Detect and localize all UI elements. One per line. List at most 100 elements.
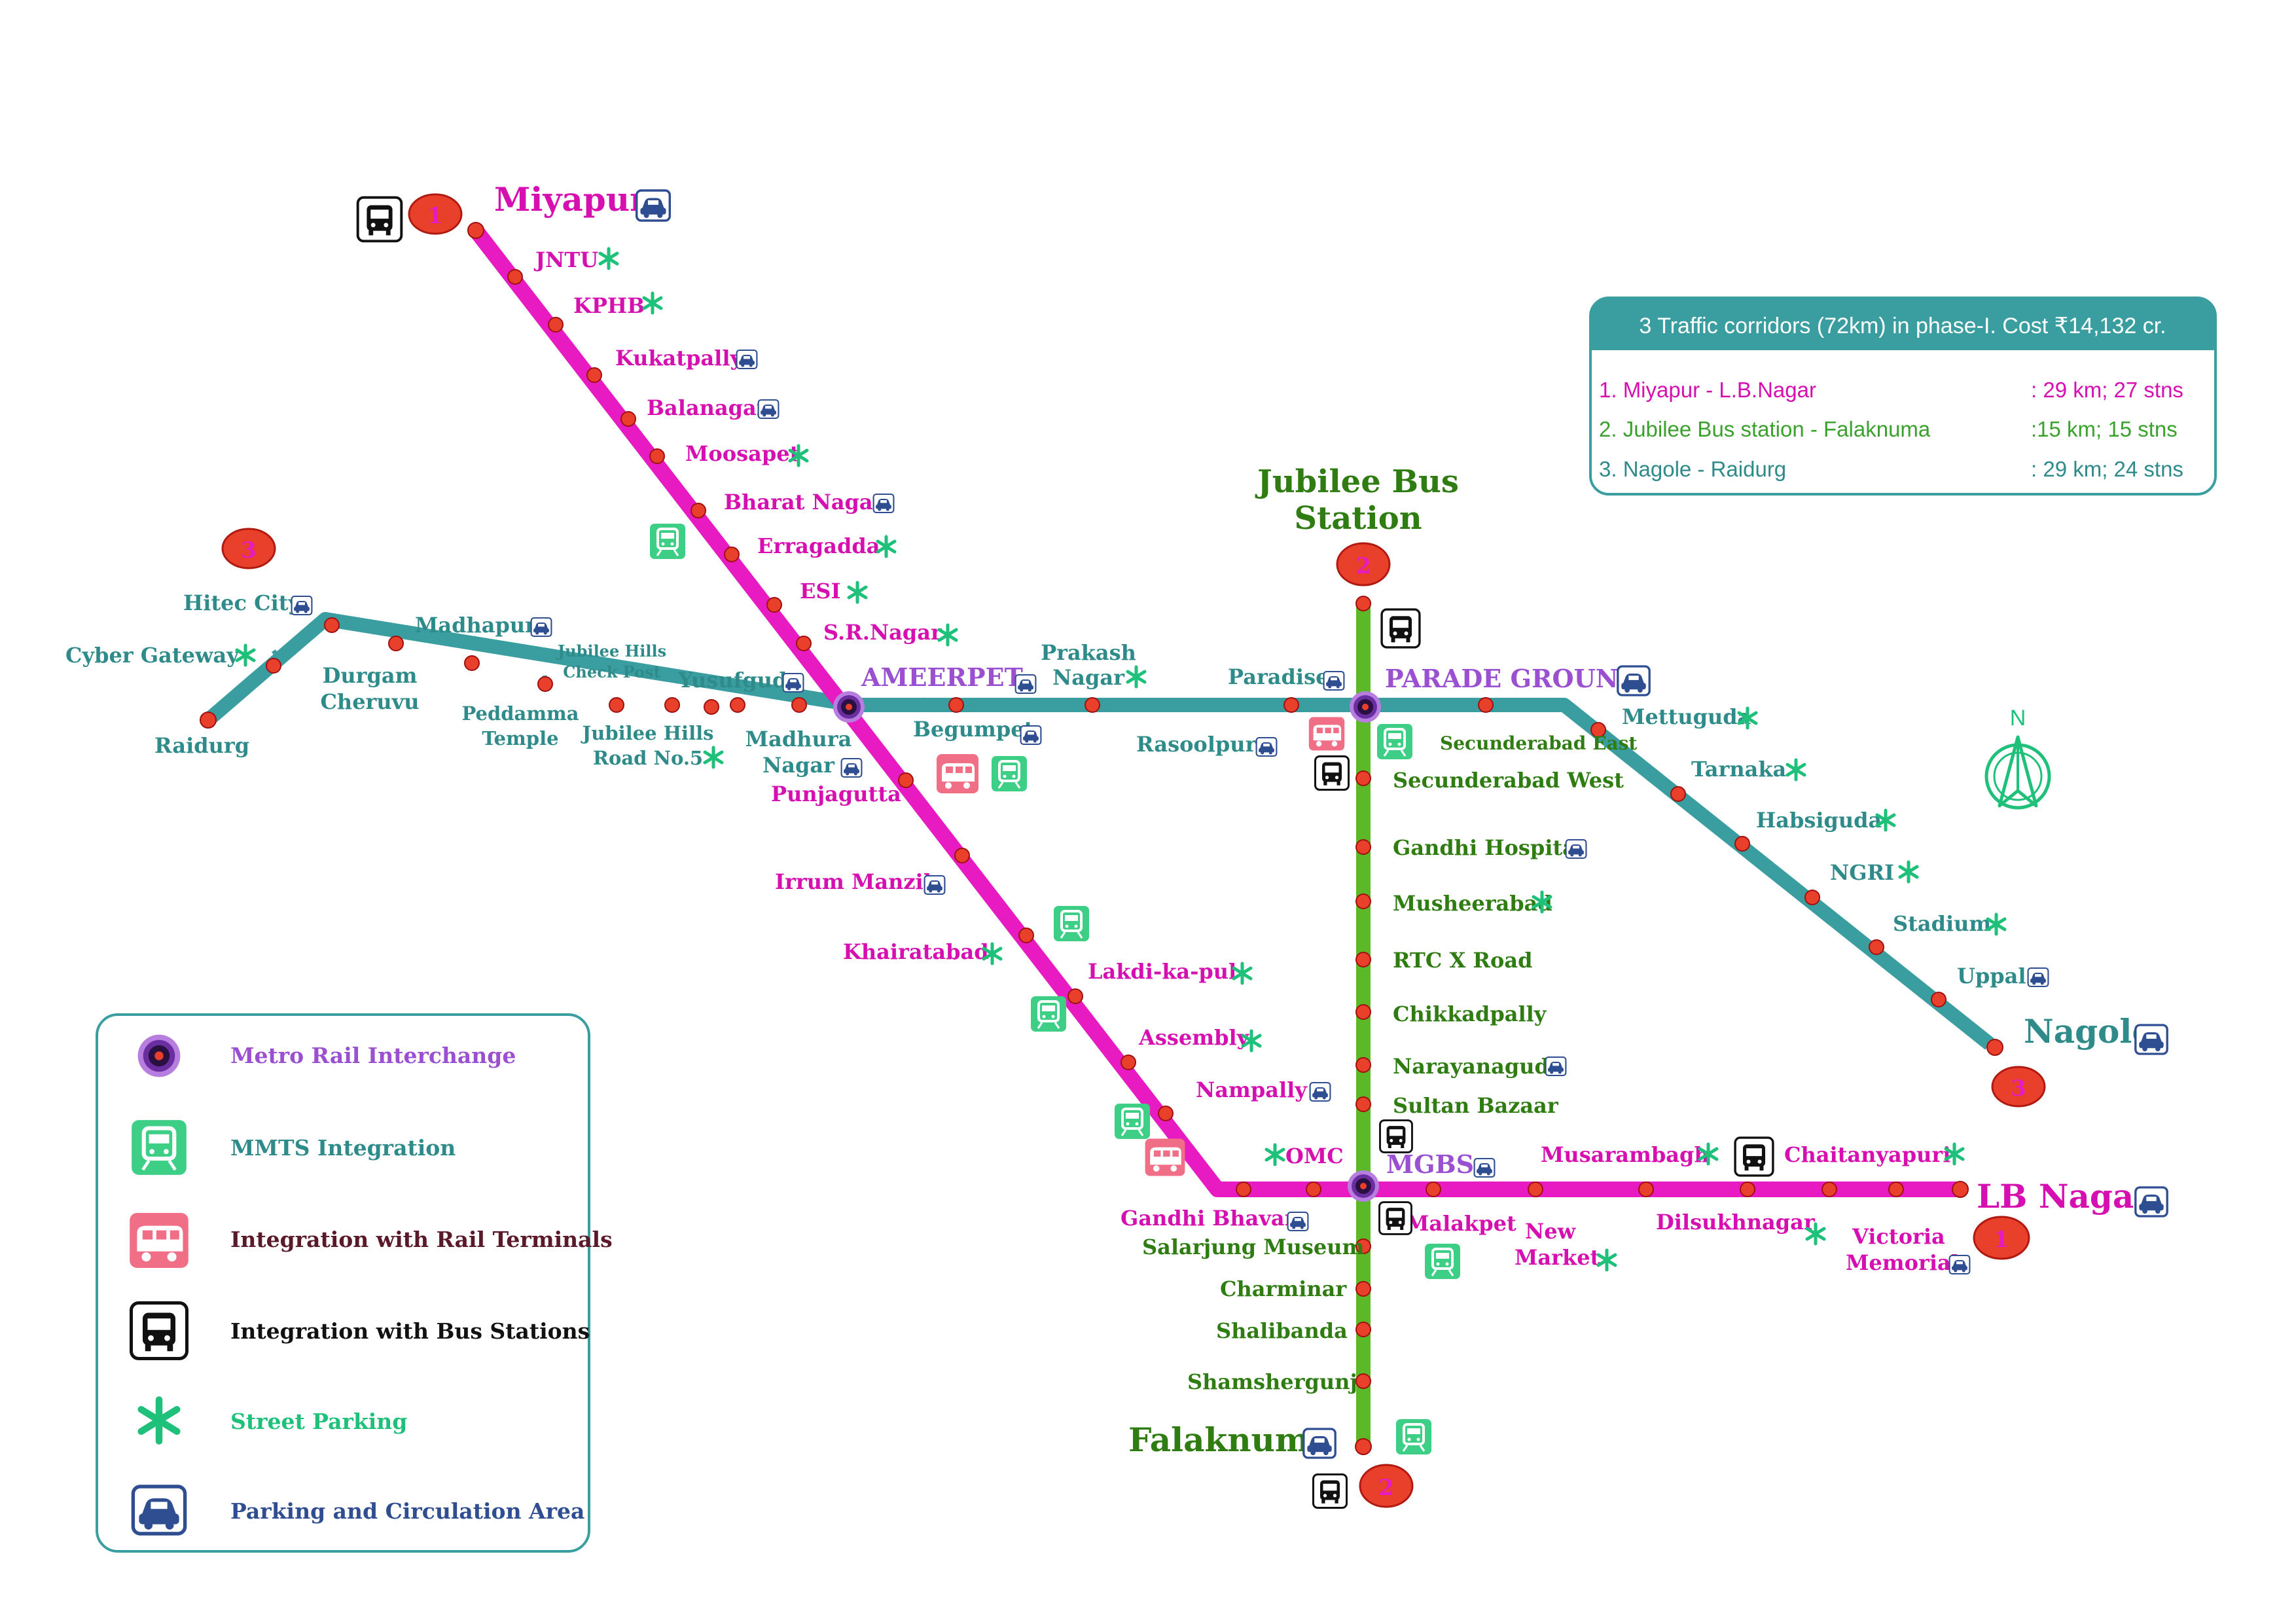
station-rtc-x-road[interactable]: RTC X Road xyxy=(1393,948,1532,973)
bus-icon xyxy=(1380,608,1421,649)
station-khairatabad[interactable]: Khairatabad xyxy=(843,939,989,964)
station-bharat-nagar[interactable]: Bharat Nagar xyxy=(724,490,885,514)
station-balanagar[interactable]: Balanagar xyxy=(647,395,768,420)
station-rasoolpura[interactable]: Rasoolpura xyxy=(1136,732,1270,757)
station-nagole[interactable]: Nagole xyxy=(2024,1012,2153,1051)
station-sultan-bazaar[interactable]: Sultan Bazaar xyxy=(1393,1093,1559,1118)
station-sr-nagar[interactable]: S.R.Nagar xyxy=(823,620,942,645)
ameerpet-interchange-icon[interactable] xyxy=(833,691,865,723)
svg-text:Prakash: Prakash xyxy=(1041,640,1136,665)
interchange-parade-ground-label[interactable]: PARADE GROUND xyxy=(1385,664,1640,693)
station-uppal[interactable]: Uppal xyxy=(1957,964,2026,988)
mgbs-interchange-icon[interactable] xyxy=(1348,1170,1379,1202)
mmts-train-icon xyxy=(1113,1102,1151,1140)
interchange-mgbs-label[interactable]: MGBS xyxy=(1386,1149,1474,1179)
station-secunderabad-west[interactable]: Secunderabad West xyxy=(1393,768,1624,793)
station-ngri[interactable]: NGRI xyxy=(1830,860,1894,885)
station-stadium[interactable]: Stadium xyxy=(1893,911,1991,936)
station-jntu[interactable]: JNTU xyxy=(533,247,598,272)
station-gandhi-hospital[interactable]: Gandhi Hospital xyxy=(1393,835,1584,860)
station-begumpet[interactable]: Begumpet xyxy=(913,717,1034,742)
car-icon xyxy=(2027,967,2049,988)
car-icon xyxy=(1020,725,1042,746)
corridor-3-name: 3. Nagole - Raidurg xyxy=(1599,457,1786,481)
mmts-train-icon xyxy=(649,522,687,560)
mmts-train-icon xyxy=(1376,723,1414,761)
station-musheerabad[interactable]: Musheerabad xyxy=(1393,891,1552,916)
station-tarnaka[interactable]: Tarnaka xyxy=(1691,757,1786,782)
compass-north-label: N xyxy=(2010,706,2026,731)
car-icon xyxy=(1565,839,1587,859)
car-icon xyxy=(872,493,895,514)
station-punjagutta[interactable]: Punjagutta xyxy=(771,782,901,806)
line-1-stations xyxy=(200,222,2003,1455)
station-mettuguda[interactable]: Mettuguda xyxy=(1622,704,1751,729)
station-nampally[interactable]: Nampally xyxy=(1196,1077,1308,1102)
station-shalibanda[interactable]: Shalibanda xyxy=(1216,1318,1348,1343)
station-narayanaguda[interactable]: Narayanaguda xyxy=(1393,1054,1563,1079)
badge-line2-jubilee: 2 xyxy=(1336,542,1391,586)
station-jubilee-hills-check-post[interactable]: Jubilee Hills Check Post xyxy=(556,641,666,681)
station-jubilee-hills-road-no5[interactable]: Jubilee Hills Road No.5 xyxy=(581,722,714,769)
station-omc[interactable]: OMC xyxy=(1285,1144,1344,1168)
station-hitec-city[interactable]: Hitec City xyxy=(183,590,302,615)
rail-terminal-icon xyxy=(1145,1138,1185,1176)
mmts-train-icon xyxy=(1424,1242,1462,1280)
station-madhapur[interactable]: Madhapur xyxy=(415,613,537,638)
car-icon xyxy=(1323,670,1345,691)
bus-icon xyxy=(1312,1473,1348,1509)
station-paradise[interactable]: Paradise xyxy=(1228,664,1329,689)
parade-ground-interchange-icon[interactable] xyxy=(1350,691,1381,723)
station-dilsukhnagar[interactable]: Dilsukhnagar xyxy=(1656,1210,1816,1235)
station-musarambagh[interactable]: Musarambagh xyxy=(1541,1142,1710,1167)
station-raidurg[interactable]: Raidurg xyxy=(154,733,249,758)
svg-text:Madhura: Madhura xyxy=(745,727,852,751)
station-kukatpally[interactable]: Kukatpally xyxy=(615,346,743,370)
interchange-ameerpet-label[interactable]: AMEERPET xyxy=(861,662,1023,692)
station-esi[interactable]: ESI xyxy=(800,579,840,604)
legend-interchange-icon xyxy=(137,1034,181,1077)
station-moosapet[interactable]: Moosapet xyxy=(685,441,800,466)
legend-bus-label: Integration with Bus Stations xyxy=(230,1318,590,1344)
station-malakpet[interactable]: Malakpet xyxy=(1406,1211,1516,1236)
badge-line3-raidurg: 3 xyxy=(221,528,276,569)
station-secunderabad-east[interactable]: Secunderabad East xyxy=(1440,732,1637,754)
corridor-1-value: : 29 km; 27 stns xyxy=(2031,378,2183,402)
station-assembly[interactable]: Assembly xyxy=(1138,1025,1250,1050)
station-victoria-memorial[interactable]: Victoria Memorial xyxy=(1846,1224,1959,1275)
station-salarjung-museum[interactable]: Salarjung Museum xyxy=(1142,1235,1365,1259)
station-erragadda[interactable]: Erragadda xyxy=(757,533,880,558)
station-falaknuma[interactable]: Falaknuma xyxy=(1128,1420,1331,1459)
station-gandhi-bhavan[interactable]: Gandhi Bhavan xyxy=(1121,1206,1300,1231)
corridor-1-name: 1. Miyapur - L.B.Nagar xyxy=(1599,378,1816,402)
station-lb-nagar[interactable]: LB Nagar xyxy=(1977,1177,2151,1216)
car-icon xyxy=(1309,1081,1331,1102)
station-irrum-manzil[interactable]: Irrum Manzil xyxy=(775,869,931,894)
car-icon xyxy=(530,617,552,638)
station-jubilee-bus-station[interactable]: Jubilee Bus Station xyxy=(1255,463,1459,537)
station-shamshergunj[interactable]: Shamshergunj xyxy=(1187,1369,1357,1394)
station-new-market[interactable]: New Market xyxy=(1515,1219,1600,1270)
mmts-train-icon xyxy=(1395,1418,1433,1456)
station-kphb[interactable]: KPHB xyxy=(573,293,645,318)
station-yusufguda[interactable]: Yusufguda xyxy=(677,668,800,693)
station-chaitanyapuri[interactable]: Chaitanyapuri xyxy=(1784,1142,1950,1167)
svg-text:Jubilee Bus: Jubilee Bus xyxy=(1255,463,1459,500)
station-cyber-gateway[interactable]: Cyber Gateway xyxy=(65,643,240,668)
station-habsiguda[interactable]: Habsiguda xyxy=(1756,808,1882,833)
svg-text:Temple: Temple xyxy=(482,727,558,749)
badge-line2-falaknuma: 2 xyxy=(1359,1464,1414,1508)
station-charminar[interactable]: Charminar xyxy=(1220,1276,1347,1301)
corridor-2-name: 2. Jubilee Bus station - Falaknuma xyxy=(1599,417,1931,441)
car-icon xyxy=(924,875,946,895)
badge-line3-nagole: 3 xyxy=(1991,1066,2046,1108)
station-chikkadpally[interactable]: Chikkadpally xyxy=(1393,1001,1547,1026)
rail-terminal-icon xyxy=(937,754,978,793)
legend-parking-label: Parking and Circulation Area xyxy=(230,1498,584,1524)
station-lakdi-ka-pul[interactable]: Lakdi-ka-pul xyxy=(1088,959,1236,984)
station-miyapur[interactable]: Miyapur xyxy=(494,180,647,219)
